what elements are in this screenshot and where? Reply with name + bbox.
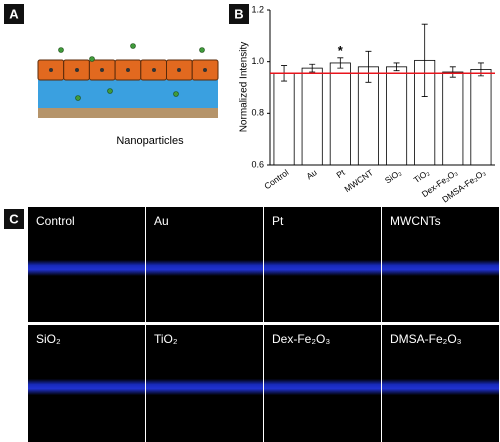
nucleus bbox=[152, 68, 156, 72]
error-bar bbox=[449, 66, 456, 78]
nanoparticle bbox=[173, 91, 179, 97]
panel-label: B bbox=[234, 6, 243, 21]
y-tick-label: 0.6 bbox=[251, 159, 264, 169]
nanoparticle bbox=[199, 47, 205, 53]
substrate bbox=[38, 108, 218, 118]
cell-layer bbox=[28, 259, 145, 276]
bar bbox=[329, 62, 351, 166]
cell-layer bbox=[146, 259, 263, 276]
x-tick-label: SiO₂ bbox=[383, 167, 403, 185]
image-label: DMSA-Fe₂O₃ bbox=[390, 332, 462, 346]
nucleus bbox=[203, 68, 207, 72]
bar bbox=[470, 69, 492, 166]
error-bar bbox=[309, 63, 316, 73]
image-grid: Control Au Pt MWCNTs SiO₂ TiO₂ Dex-Fe₂O₃ DMSA-F… bbox=[28, 207, 499, 442]
image-label: SiO₂ bbox=[36, 332, 61, 346]
cell-layer bbox=[28, 378, 145, 396]
cell-layer bbox=[264, 259, 381, 276]
cell-layer bbox=[146, 378, 263, 396]
nanoparticle bbox=[107, 88, 113, 94]
nucleus bbox=[126, 68, 130, 72]
x-tick-label: TiO₂ bbox=[412, 167, 431, 185]
nucleus bbox=[49, 68, 53, 72]
nucleus bbox=[177, 68, 181, 72]
cell-layer bbox=[264, 378, 381, 396]
bar bbox=[442, 71, 464, 166]
x-tick-label: Pt bbox=[334, 167, 347, 180]
image-label: TiO₂ bbox=[154, 332, 178, 346]
bar bbox=[273, 72, 295, 166]
x-tick-label: MWCNT bbox=[342, 167, 374, 194]
cell-layer bbox=[382, 378, 499, 396]
error-bar bbox=[393, 62, 400, 72]
image-label: Control bbox=[36, 214, 75, 228]
caption: Nanoparticles bbox=[116, 135, 184, 147]
nanoparticle bbox=[75, 95, 81, 101]
bar bbox=[386, 66, 408, 166]
bar bbox=[301, 67, 323, 166]
nucleus bbox=[75, 68, 79, 72]
y-tick-label: 1.0 bbox=[251, 56, 264, 66]
cell-diagram bbox=[37, 43, 219, 118]
image-label: Au bbox=[154, 214, 169, 228]
nanoparticle bbox=[89, 56, 95, 62]
nanoparticle bbox=[58, 47, 64, 53]
cell-layer bbox=[382, 259, 499, 276]
image-label: Dex-Fe₂O₃ bbox=[272, 332, 330, 346]
panel-label-box bbox=[4, 4, 24, 24]
panel-label: C bbox=[9, 211, 19, 226]
x-tick-label: Au bbox=[304, 167, 318, 181]
error-bar bbox=[337, 57, 344, 69]
nanoparticle bbox=[130, 43, 136, 49]
panel-label-box bbox=[229, 4, 249, 24]
image-label: MWCNTs bbox=[390, 214, 441, 228]
y-axis-title: Normalized Intensity bbox=[239, 42, 250, 133]
nucleus bbox=[100, 68, 104, 72]
image-label: Pt bbox=[272, 214, 284, 228]
error-bar bbox=[365, 50, 372, 83]
error-bar bbox=[421, 23, 428, 97]
membrane bbox=[38, 80, 218, 108]
annotation: * bbox=[338, 43, 344, 58]
y-tick-label: 0.8 bbox=[251, 108, 264, 118]
x-tick-label: Control bbox=[262, 167, 290, 191]
panel-label-box bbox=[4, 209, 24, 229]
panel-label: A bbox=[9, 6, 19, 21]
y-tick-label: 1.2 bbox=[251, 4, 264, 14]
